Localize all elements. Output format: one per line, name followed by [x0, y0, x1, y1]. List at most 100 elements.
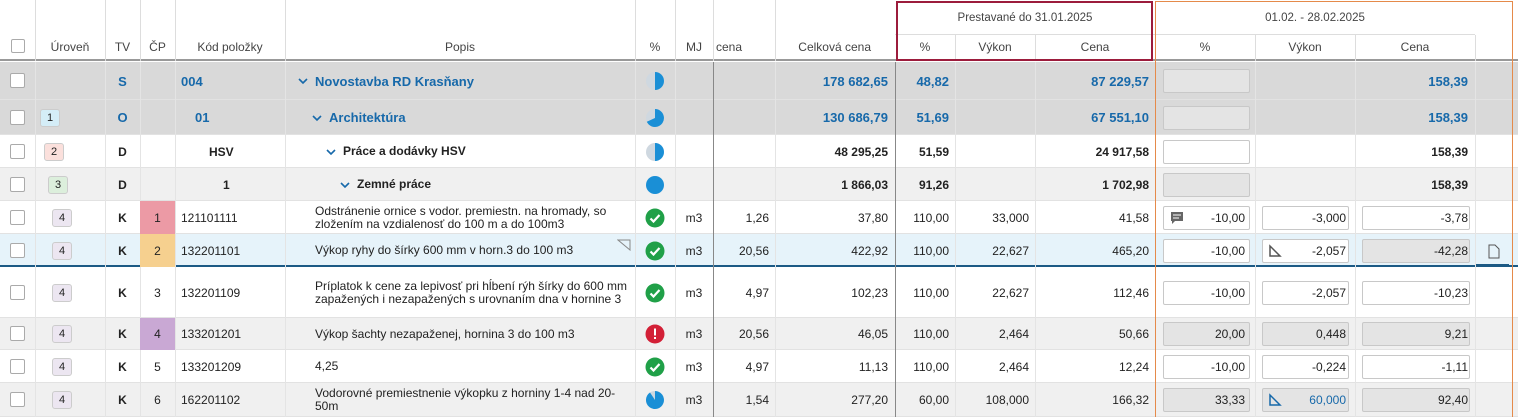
qty-input[interactable]: [1262, 354, 1349, 379]
cell-divider: [285, 100, 286, 135]
cell-divider: [955, 318, 956, 350]
description: 4,25: [315, 359, 339, 373]
cp: 1: [154, 210, 161, 225]
row-checkbox[interactable]: [10, 284, 25, 300]
expand-chevron[interactable]: [311, 113, 323, 123]
pct-input[interactable]: [1163, 322, 1250, 346]
done-pct: 110,00: [913, 285, 949, 300]
cell-divider: [1475, 234, 1476, 267]
pct-input[interactable]: [1163, 139, 1250, 164]
row-checkbox[interactable]: [10, 242, 25, 258]
cp: 2: [154, 243, 161, 258]
price-input[interactable]: [1362, 205, 1470, 230]
pct-input[interactable]: [1163, 388, 1250, 412]
cell-divider: [175, 234, 176, 267]
qty-input[interactable]: [1262, 280, 1349, 305]
active-underline: [1476, 264, 1509, 267]
pct-input[interactable]: [1163, 354, 1250, 379]
expand-chevron[interactable]: [297, 76, 309, 86]
row-checkbox[interactable]: [10, 73, 25, 88]
column-header: %: [919, 40, 931, 54]
cell-divider: [1355, 234, 1356, 267]
type: D: [118, 144, 127, 159]
pct-input[interactable]: [1163, 105, 1250, 130]
unit: m3: [685, 393, 703, 407]
comment-icon[interactable]: [1170, 211, 1184, 225]
qty-icon[interactable]: [1268, 393, 1282, 407]
row-checkbox[interactable]: [10, 326, 25, 341]
group-header: Prestavané do 31.01.2025: [957, 12, 1093, 24]
total: 46,05: [857, 327, 888, 341]
qty-input[interactable]: [1262, 205, 1349, 230]
price-input[interactable]: [1362, 280, 1470, 305]
checkbox-all[interactable]: [11, 39, 25, 53]
cell-divider: [775, 168, 776, 201]
cell-divider: [955, 100, 956, 135]
row-checkbox[interactable]: [10, 176, 25, 192]
cell-divider: [1475, 267, 1476, 318]
cell-divider: [675, 62, 676, 100]
done-price: 112,46: [1113, 285, 1149, 300]
row-checkbox[interactable]: [10, 358, 25, 374]
cell-divider: [1035, 318, 1036, 350]
status-icon: [645, 175, 665, 195]
type: K: [118, 393, 127, 407]
cp: 4: [154, 327, 161, 341]
type: K: [118, 243, 127, 258]
done-price: 67 551,10: [1091, 110, 1149, 125]
header-divider: [140, 0, 141, 61]
pct-input[interactable]: [1163, 69, 1250, 93]
cell-divider: [35, 383, 36, 417]
qty-input[interactable]: [1262, 322, 1349, 346]
cell-divider: [713, 100, 714, 135]
cell-divider: [35, 100, 36, 135]
cell-divider: [895, 62, 896, 100]
row-checkbox[interactable]: [10, 209, 25, 225]
status-icon: [645, 108, 665, 128]
cell-divider: [675, 168, 676, 201]
current-pct: -10,00: [1210, 210, 1245, 225]
expand-chevron[interactable]: [325, 147, 337, 157]
cell-divider: [1255, 100, 1256, 135]
cell-divider: [105, 267, 106, 318]
code: 121101111: [181, 210, 238, 225]
cell-divider: [955, 234, 956, 267]
unit: m3: [685, 327, 703, 341]
unit: m3: [685, 243, 703, 258]
qty-input[interactable]: [1262, 238, 1349, 263]
level-badge: 4: [52, 391, 72, 409]
current-price: 92,40: [1437, 393, 1468, 407]
qty-icon[interactable]: [1268, 243, 1282, 258]
cell-divider: [775, 267, 776, 318]
column-header: TV: [114, 40, 131, 54]
pct-input[interactable]: [1163, 172, 1250, 197]
cell-divider: [175, 201, 176, 234]
cell-divider: [895, 135, 896, 168]
header-divider: [775, 0, 776, 61]
pct-input[interactable]: [1163, 238, 1250, 263]
current-pct: -10,00: [1210, 243, 1245, 258]
row-checkbox[interactable]: [10, 392, 25, 407]
price-input[interactable]: [1362, 354, 1470, 379]
cell-divider: [1355, 100, 1356, 135]
done-pct: 110,00: [913, 210, 949, 225]
expand-chevron[interactable]: [339, 180, 351, 190]
row-checkbox[interactable]: [10, 109, 25, 125]
cell-divider: [713, 383, 714, 417]
price-input[interactable]: [1362, 388, 1470, 412]
level-badge: 1: [40, 108, 60, 127]
row-checkbox[interactable]: [10, 143, 25, 159]
document-icon[interactable]: [1488, 244, 1500, 259]
current-price: -10,23: [1433, 285, 1468, 300]
current-pct: 33,33: [1214, 393, 1245, 407]
pct-input[interactable]: [1163, 280, 1250, 305]
corner-marker: [616, 239, 631, 252]
cell-divider: [895, 201, 896, 234]
row: [0, 135, 1518, 168]
qty-input[interactable]: [1262, 388, 1349, 412]
price-input[interactable]: [1362, 238, 1470, 263]
level-badge: 4: [52, 325, 72, 343]
price-input[interactable]: [1362, 322, 1470, 346]
current-price: 158,39: [1431, 177, 1468, 192]
cell-divider: [1475, 350, 1476, 383]
